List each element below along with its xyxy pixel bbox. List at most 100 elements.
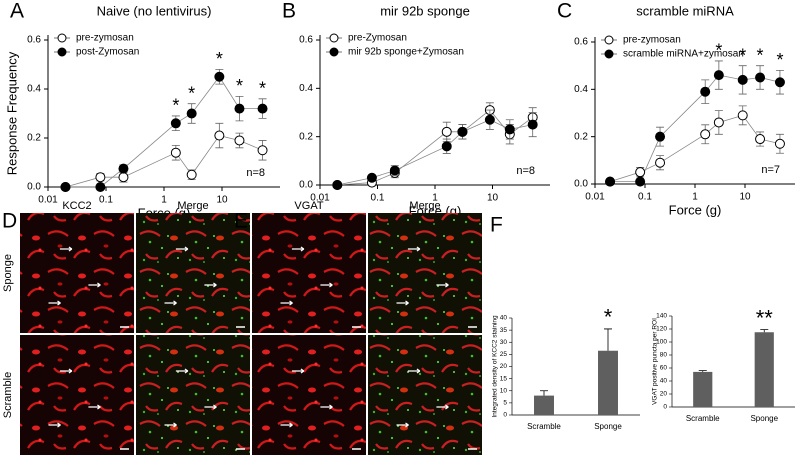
- arrow: [175, 246, 189, 252]
- column-label: Merge: [409, 200, 440, 212]
- arrow: [59, 368, 73, 374]
- y-axis-label: Response Frequency: [4, 51, 19, 175]
- data-point: [700, 129, 711, 140]
- data-point: [186, 108, 197, 119]
- data-point: [655, 157, 666, 168]
- y-tick-label: 100: [656, 339, 667, 346]
- arrow: [175, 368, 189, 374]
- micrograph: [136, 335, 250, 455]
- data-point: [755, 134, 766, 145]
- x-tick-label: 10: [487, 193, 499, 204]
- chart-title: scramble miRNA: [636, 3, 734, 18]
- data-point: [700, 86, 711, 97]
- arrow: [88, 404, 101, 410]
- arrow: [291, 246, 305, 252]
- x-tick-label: 0.01: [585, 192, 605, 203]
- chart-title: Naive (no lentivirus): [97, 3, 212, 18]
- legend-label: mir 92b sponge+Zymosan: [348, 47, 464, 58]
- data-point: [605, 176, 616, 187]
- y-tick-label: 0.0: [27, 182, 41, 193]
- arrow: [436, 282, 449, 288]
- arrow: [280, 422, 293, 428]
- arrow: [48, 422, 61, 428]
- y-tick-label: 30: [500, 339, 508, 346]
- error-bar: [698, 370, 707, 372]
- data-point: [95, 182, 106, 192]
- data-point: [332, 180, 343, 190]
- panel-letter: D: [2, 210, 17, 233]
- series-line: [65, 76, 263, 188]
- arrow: [59, 246, 73, 252]
- error-bar: [760, 329, 769, 333]
- error-bar: [604, 328, 612, 351]
- micrograph: [252, 335, 366, 455]
- y-tick-label: 0.6: [299, 35, 313, 46]
- data-point: [214, 71, 225, 82]
- arrow: [396, 300, 409, 306]
- data-point: [755, 72, 766, 83]
- significance-mark: *: [757, 45, 764, 65]
- x-tick-label: 10: [216, 195, 228, 206]
- y-tick-label: 0.0: [299, 180, 313, 191]
- data-point: [655, 131, 666, 142]
- y-tick-label: 10: [500, 387, 508, 394]
- panel-letter: B: [282, 0, 296, 23]
- data-point: [441, 126, 452, 137]
- arrow: [407, 246, 421, 252]
- y-tick-label: 120: [656, 326, 667, 333]
- panel-letter: F: [490, 214, 503, 237]
- arrow: [204, 282, 217, 288]
- data-point: [186, 169, 197, 180]
- significance-mark: *: [739, 45, 746, 65]
- y-tick-label: 80: [660, 352, 668, 359]
- x-axis-label: Force (g): [669, 202, 722, 217]
- arrow: [88, 282, 101, 288]
- y-tick-label: 0.4: [27, 84, 41, 95]
- data-point: [504, 124, 515, 135]
- legend-label: pre-Zymosan: [348, 33, 407, 44]
- x-tick-label: 0.01: [38, 195, 58, 206]
- error-bar: [540, 390, 548, 396]
- micrograph: [368, 335, 482, 455]
- y-tick-label: 0.2: [27, 133, 41, 144]
- legend-label: pre-zymosan: [623, 35, 681, 46]
- y-tick-label: 0.6: [27, 35, 41, 46]
- x-tick-label: 0.1: [99, 195, 113, 206]
- data-point: [257, 103, 268, 114]
- micrograph: [252, 213, 366, 333]
- panel-letter: C: [557, 0, 572, 23]
- significance-mark: **: [756, 305, 774, 330]
- data-point: [527, 119, 538, 130]
- column-label: VGAT: [294, 200, 323, 212]
- y-tick-label: 25: [500, 351, 508, 358]
- sample-size: n=8: [516, 165, 535, 177]
- data-point: [389, 165, 400, 176]
- x-tick-label: Sponge: [750, 414, 778, 423]
- y-axis-label: Integrated density of KCC2 staining: [492, 315, 499, 418]
- series-line: [65, 135, 263, 188]
- x-tick-label: 10: [739, 192, 751, 203]
- series-line: [337, 109, 533, 186]
- data-point: [234, 135, 245, 146]
- data-point: [214, 130, 225, 141]
- data-point: [257, 145, 268, 156]
- legend-marker: [329, 33, 339, 43]
- x-tick-label: 0.1: [638, 192, 652, 203]
- x-tick-label: Scramble: [527, 422, 561, 431]
- data-point: [118, 163, 129, 174]
- micrograph: [20, 335, 134, 455]
- row-label: Scramble: [2, 372, 14, 418]
- y-tick-label: 0.2: [299, 131, 313, 142]
- y-tick-label: 5: [503, 400, 507, 407]
- significance-mark: *: [188, 83, 195, 103]
- data-point: [441, 141, 452, 152]
- chart-title: mir 92b sponge: [380, 3, 470, 18]
- arrow: [164, 422, 177, 428]
- column-label: Merge: [177, 200, 208, 212]
- data-point: [737, 110, 748, 121]
- y-tick-label: 0.2: [574, 131, 588, 142]
- bar: [534, 395, 554, 415]
- data-point: [774, 77, 785, 88]
- data-point: [118, 172, 129, 183]
